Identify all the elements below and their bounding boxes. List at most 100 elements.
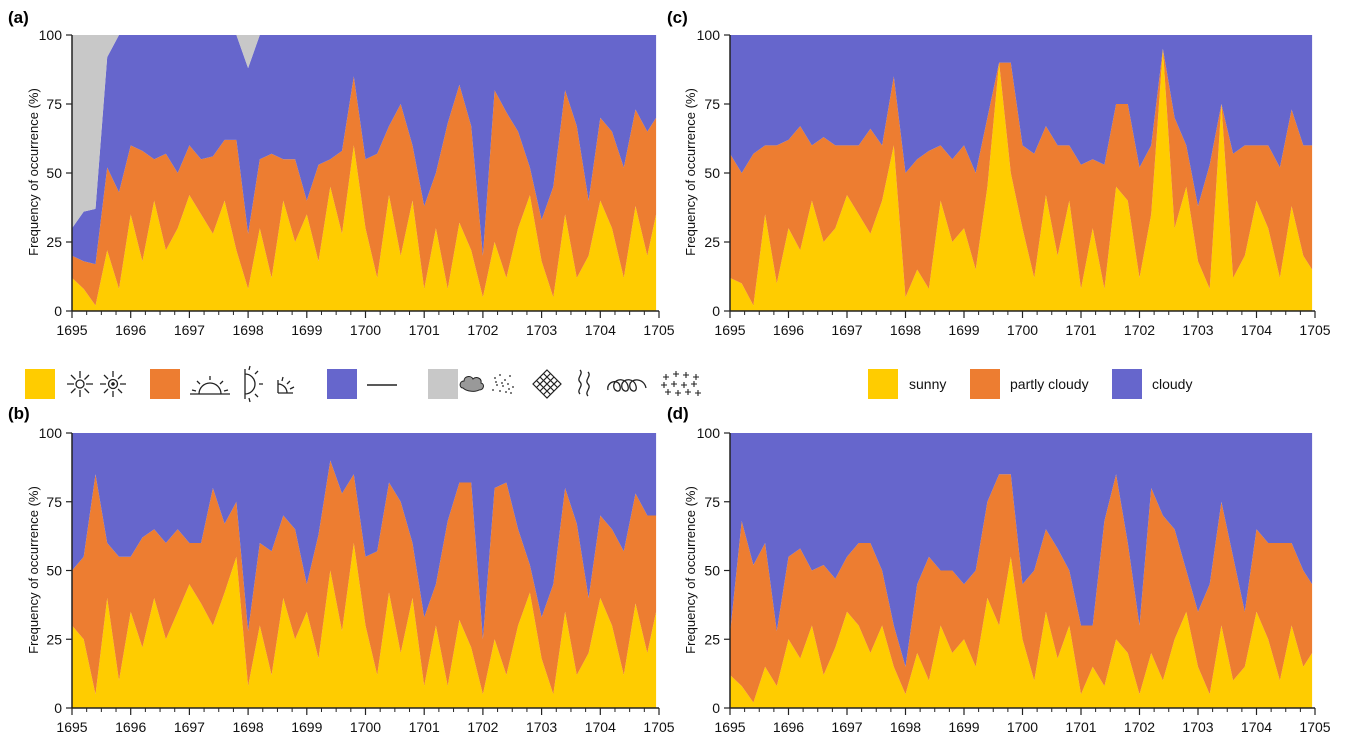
x-tick-label: 1703 [1182, 322, 1213, 338]
y-tick-label: 100 [39, 425, 63, 441]
lattice-icon [532, 369, 562, 399]
x-tick-label: 1699 [291, 322, 322, 338]
panel-label-c: (c) [667, 8, 688, 27]
y-tick-label: 0 [712, 303, 720, 319]
panel-label-d: (d) [667, 404, 689, 423]
loops-icon [607, 379, 647, 392]
x-tick-label: 1704 [585, 719, 616, 735]
y-axis-title-d: Frequency of occurrence (%) [683, 486, 698, 654]
series-area-sunny [730, 48, 1313, 312]
y-axis-title-b: Frequency of occurrence (%) [26, 486, 41, 654]
x-tick-label: 1700 [1007, 322, 1038, 338]
series-area-partly-cloudy [72, 76, 657, 306]
series-area-partly-cloudy [72, 460, 657, 695]
y-tick-label: 25 [704, 631, 720, 647]
panel-b: (b) Frequency of occurrence (%) 0 25 50 75 1… [8, 404, 675, 735]
x-tick-label: 1696 [773, 322, 804, 338]
x-tick-label: 1700 [350, 322, 381, 338]
x-tick-label: 1701 [409, 322, 440, 338]
x-tick-label: 1704 [1241, 719, 1272, 735]
x-tick-label: 1696 [115, 719, 146, 735]
x-tick-label: 1699 [948, 322, 979, 338]
x-tick-label: 1695 [714, 322, 745, 338]
legend-swatch [970, 369, 1000, 399]
sun-dot-rays-icon [100, 371, 126, 397]
y-tick-label: 50 [46, 563, 62, 579]
legend-swatch-grey [428, 369, 458, 399]
x-tick-label: 1705 [1299, 322, 1330, 338]
series-area-cloudy [730, 433, 1313, 667]
half-sun-horizon-icon [190, 376, 230, 395]
series-area-sunny [72, 543, 657, 708]
series-area-cloudy [730, 35, 1313, 207]
x-tick-label: 1703 [1182, 719, 1213, 735]
legend-symbols [25, 365, 701, 403]
sun-rays-icon [67, 371, 93, 397]
panel-label-a: (a) [8, 8, 29, 27]
x-tick-label: 1699 [948, 719, 979, 735]
y-tick-label: 50 [46, 165, 62, 181]
x-tick-label: 1700 [350, 719, 381, 735]
y-tick-label: 50 [704, 165, 720, 181]
y-tick-label: 75 [704, 494, 720, 510]
series-area-sunny [730, 556, 1313, 708]
y-tick-label: 100 [697, 27, 721, 43]
panel-c: (c) Frequency of occurrence (%) 0 25 50 75 1… [667, 8, 1331, 338]
x-tick-label: 1695 [56, 322, 87, 338]
half-sun-vertical-icon [244, 365, 263, 403]
quarter-sun-icon [277, 376, 295, 394]
y-tick-label: 0 [54, 700, 62, 716]
crosses-cluster-icon [661, 371, 701, 396]
legend-item-partly-cloudy: partly cloudy [970, 369, 1089, 399]
legend-label: sunny [909, 376, 946, 392]
x-tick-label: 1705 [643, 719, 674, 735]
x-tick-label: 1705 [643, 322, 674, 338]
x-tick-label: 1698 [890, 719, 921, 735]
plot-area-b: 0 25 50 75 100 1695 1696 1697 1698 1699 1700 1701 17… [39, 425, 675, 735]
y-tick-label: 75 [704, 96, 720, 112]
series-area-cloudy [72, 433, 657, 640]
x-tick-label: 1701 [409, 719, 440, 735]
y-axis-title-a: Frequency of occurrence (%) [26, 88, 41, 256]
x-tick-label: 1702 [1124, 322, 1155, 338]
y-tick-label: 100 [39, 27, 63, 43]
legend-swatch [868, 369, 898, 399]
x-tick-label: 1698 [233, 719, 264, 735]
wavy-lines-icon [578, 369, 590, 397]
legend-item-sunny: sunny [868, 369, 946, 399]
x-tick-label: 1702 [467, 322, 498, 338]
y-tick-label: 25 [46, 234, 62, 250]
legend-label: partly cloudy [1010, 376, 1089, 392]
plot-area-c: 0 25 50 75 100 1695 1696 1697 1698 1699 1700 1701 17… [697, 27, 1331, 338]
x-tick-label: 1695 [56, 719, 87, 735]
series-area-partly-cloudy [730, 48, 1313, 306]
y-tick-label: 25 [704, 234, 720, 250]
x-tick-label: 1701 [1065, 322, 1096, 338]
x-tick-label: 1701 [1065, 719, 1096, 735]
x-tick-label: 1705 [1299, 719, 1330, 735]
series-area-sunny [72, 145, 657, 311]
x-tick-label: 1695 [714, 719, 745, 735]
plot-area-d: 0 25 50 75 100 1695 1696 1697 1698 1699 1700 1701 17… [697, 425, 1331, 735]
plot-area-a: 0 25 50 75 100 1695 1696 1697 1698 1699 1700 1701 17… [39, 27, 675, 338]
x-tick-label: 1700 [1007, 719, 1038, 735]
panel-label-b: (b) [8, 404, 30, 423]
x-tick-label: 1704 [1241, 322, 1272, 338]
legend-categories: sunny partly cloudy cloudy [868, 369, 1192, 399]
x-tick-label: 1698 [233, 322, 264, 338]
x-tick-label: 1697 [831, 322, 862, 338]
y-tick-label: 100 [697, 425, 721, 441]
y-axis-title-c: Frequency of occurrence (%) [683, 88, 698, 256]
cloud-blob-icon [459, 376, 484, 392]
y-tick-label: 75 [46, 96, 62, 112]
y-tick-label: 25 [46, 631, 62, 647]
x-tick-label: 1696 [115, 322, 146, 338]
series-area-cloudy [72, 35, 657, 265]
x-tick-label: 1699 [291, 719, 322, 735]
x-tick-label: 1703 [526, 322, 557, 338]
x-tick-label: 1697 [174, 719, 205, 735]
legend-swatch-cloudy [327, 369, 357, 399]
x-tick-label: 1698 [890, 322, 921, 338]
x-tick-label: 1697 [831, 719, 862, 735]
